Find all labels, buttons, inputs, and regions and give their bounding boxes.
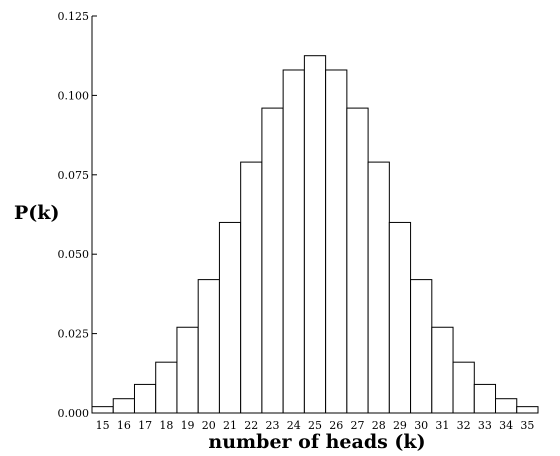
bar-k-26 [325,69,348,414]
bar-k-23 [261,107,284,414]
bar-k-24 [282,69,305,414]
x-tick-label: 21 [223,419,237,432]
bar-k-32 [452,361,475,414]
bars-group [91,55,539,414]
bar-k-27 [346,107,369,414]
y-tick-label: 0.125 [58,10,90,23]
x-tick-label: 22 [244,419,258,432]
bar-k-18 [155,361,178,414]
bar-k-17 [133,383,157,414]
x-ticks-group: 15 16 17 18 19 20 21 22 23 24 25 26 27 28 29 30 31 32 33 34… [96,419,535,432]
bar-k-30 [410,279,433,414]
x-tick-label: 20 [202,419,216,432]
x-tick-label: 25 [308,419,322,432]
x-tick-label: 26 [329,419,343,432]
x-tick-label: 29 [393,419,407,432]
x-tick-label: 34 [499,419,513,432]
bar-k-22 [240,161,263,414]
y-axis-title: P(k) [14,202,59,224]
x-tick-label: 32 [457,419,471,432]
x-tick-label: 23 [266,419,280,432]
bar-k-25 [303,55,327,414]
x-tick-label: 17 [138,419,152,432]
y-ticks-group: 0.000 0.025 0.050 0.075 0.100 0.125 [58,10,97,420]
y-tick-label: 0.050 [58,248,90,261]
x-tick-label: 30 [414,419,428,432]
y-tick-label: 0.025 [58,328,90,341]
x-tick-label: 27 [350,419,364,432]
bar-k-16 [112,398,135,414]
y-tick-label: 0.000 [58,407,90,420]
x-tick-label: 18 [159,419,173,432]
bar-k-34 [495,398,518,414]
y-tick-label: 0.100 [58,89,90,102]
x-tick-label: 35 [520,419,534,432]
bar-k-20 [197,279,220,414]
bar-k-19 [176,326,199,414]
bar-k-31 [431,326,454,414]
bar-k-28 [367,161,390,414]
x-tick-label: 31 [435,419,449,432]
x-tick-label: 33 [478,419,492,432]
x-tick-label: 16 [117,419,131,432]
bar-k-15 [91,406,114,414]
bar-k-29 [388,221,412,414]
y-tick-label: 0.075 [58,169,90,182]
x-tick-label: 15 [96,419,110,432]
bar-k-33 [473,383,497,414]
x-axis-title: number of heads (k) [208,431,425,453]
bar-k-21 [218,221,242,414]
x-tick-label: 24 [287,419,301,432]
bar-k-35 [516,406,539,414]
x-tick-label: 28 [372,419,386,432]
x-tick-label: 19 [181,419,195,432]
